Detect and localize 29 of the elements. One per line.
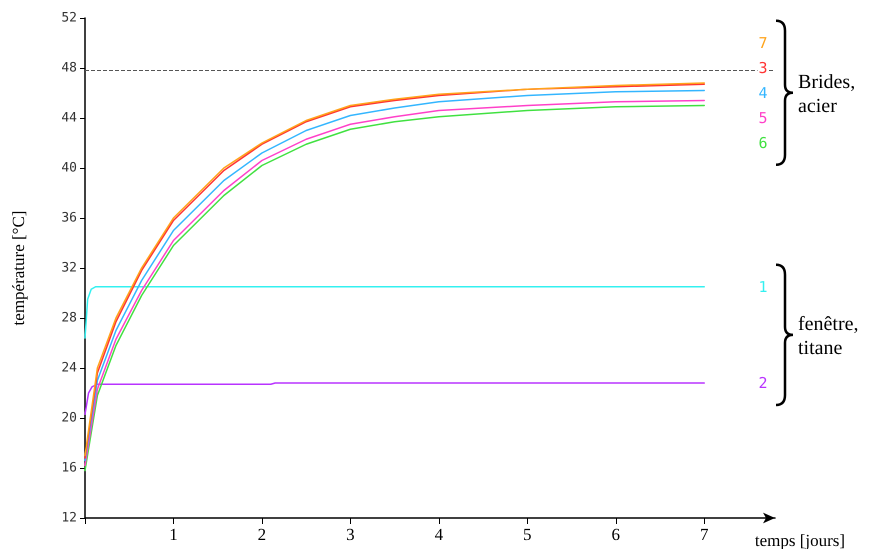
text: Brides, acier [798,70,856,117]
line-series [84,286,705,339]
x-tick-label: 5 [523,525,532,544]
y-axis-title: température [°C] [9,210,28,326]
y-tick-label: 24 [61,360,78,376]
y-tick-label: 12 [61,510,77,526]
text: 6 [758,134,768,152]
x-tick-label: 3 [346,525,355,544]
text: 2 [758,374,768,392]
text: 5 [758,108,768,127]
y-tick-label: 20 [61,410,77,426]
x-tick-label: 6 [612,525,620,544]
x-tick-label: 2 [258,525,266,544]
y-tick-label: 28 [61,310,77,326]
text: 7 [758,34,768,52]
x-tick-label: 7 [700,525,709,544]
y-tick-label: 16 [61,460,77,476]
y-tick-label: 52 [61,10,77,26]
y-tick-label: 44 [61,110,78,126]
text: 4 [758,84,768,102]
x-tick-label: 4 [434,525,444,544]
y-tick-label: 36 [61,210,77,226]
text: fenêtre, titane [798,312,859,359]
y-tick-label: 48 [61,60,77,76]
text: 1 [758,278,768,296]
y-tick-label: 40 [61,160,77,176]
y-tick-label: 32 [61,260,77,276]
x-tick-label: 1 [169,525,178,544]
line-series [84,382,705,415]
